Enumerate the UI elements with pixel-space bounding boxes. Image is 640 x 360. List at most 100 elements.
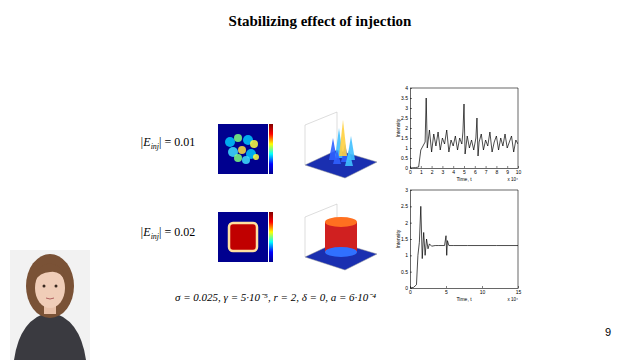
label-part: |E [140,135,151,149]
tick-label: 0 [405,165,408,171]
axis-multiplier: x 10⁴ [508,177,519,182]
axis-line [410,89,411,169]
tick: 0.5 [401,269,412,275]
surface-peak [339,120,347,156]
tick: 2 [405,220,412,226]
tick: 2.5 [401,203,412,209]
tick-label: 0 [405,285,408,291]
tick-mark [410,118,412,119]
y-axis-title: Intensity [395,118,401,137]
label-part: |E [140,225,151,239]
tick-label: 1.5 [401,135,408,141]
tick-label: 1 [405,145,408,151]
tick-label: 2.5 [401,203,408,209]
heatmap-blob [225,137,235,147]
tick-mark [410,158,412,159]
label-part: | = 0.01 [159,135,195,149]
tick-label: 10 [480,289,486,295]
tick-label: 3 [405,105,408,111]
plot-area [410,88,518,168]
tick-label: 5 [445,289,448,295]
parameters: σ = 0.025, γ = 5·10⁻⁵, r = 2, δ = 0, a =… [175,291,376,303]
tick: 6 [474,166,477,175]
tick: 3.5 [401,95,412,101]
tick-mark [410,148,412,149]
tick: 3 [405,105,412,111]
tick-mark [410,138,412,139]
tick: 15 [516,286,522,295]
y-axis-title: Intensity [395,229,401,248]
surface-image [305,112,377,178]
heatmap-field [218,124,268,174]
x-axis-title: Time, t [456,296,472,302]
tick: 4 [452,166,455,175]
tick-label: 4 [452,169,455,175]
tick-label: 2 [431,169,434,175]
tick-label: 9 [506,169,509,175]
tick-label: 1 [405,252,408,258]
axis-line [411,288,519,289]
tick-label: 6 [474,169,477,175]
row-label: |Einj| = 0.02 [140,225,195,241]
tick-mark [410,206,412,207]
colorbar [269,124,273,174]
heatmap-field [218,212,268,262]
surface-body [325,247,357,257]
tick: 10 [516,166,522,175]
series-line [410,206,518,288]
portrait-eye [55,285,58,288]
tick-mark [410,108,412,109]
y-axis: 00.511.522.53 [401,187,412,291]
tick-mark [410,128,412,129]
tick: 1 [405,145,412,151]
tick-mark [410,223,412,224]
frame [518,88,519,168]
surface-peak [345,150,353,166]
colorbar [269,212,273,262]
heatmap-blob [238,146,246,154]
frame [518,190,519,288]
tick-mark [410,255,412,256]
portrait-fringe [34,264,66,282]
label-part: | = 0.02 [159,225,195,239]
axis-multiplier: x 10⁴ [508,297,519,302]
marks [410,206,518,288]
tick-label: 7 [485,169,488,175]
tick-label: 5 [463,169,466,175]
surface-image [305,204,377,270]
tick: 1.5 [401,236,412,242]
tick: 1 [405,252,412,258]
tick: 8 [496,166,499,175]
tick-label: 3.5 [401,95,408,101]
row-label: |Einj| = 0.01 [140,135,195,151]
tick-mark [410,168,412,169]
tick: 2 [431,166,434,175]
portrait [10,250,90,360]
tick: 5 [463,166,466,175]
tick-label: 4 [405,85,408,91]
tick: 1 [420,166,423,175]
tick-label: 10 [516,169,522,175]
tick: 7 [485,166,488,175]
tick: 0 [405,165,412,171]
portrait-shirt [14,312,86,360]
tick: 2 [405,125,412,131]
tick: 2.5 [401,115,412,121]
tick-mark [410,272,412,273]
tick-label: 0.5 [401,155,408,161]
x-axis: 051015 [409,286,521,295]
tick: 10 [480,286,486,295]
frame [410,88,518,89]
tick: 3 [442,166,445,175]
tick-label: 2 [405,125,408,131]
marks [410,98,518,168]
tick-mark [410,288,412,289]
tick: 0.5 [401,155,412,161]
tick-label: 0.5 [401,269,408,275]
y-axis: 0 0.5 1 1.5 2 2.5 3 3.5 4 [401,85,412,171]
heatmap-image [218,212,273,262]
series-line [410,98,518,168]
tick: 9 [506,166,509,175]
line-chart: 05101500.511.522.53Time, tIntensityx 10⁴ [395,187,521,302]
heatmap-blob [234,134,242,142]
